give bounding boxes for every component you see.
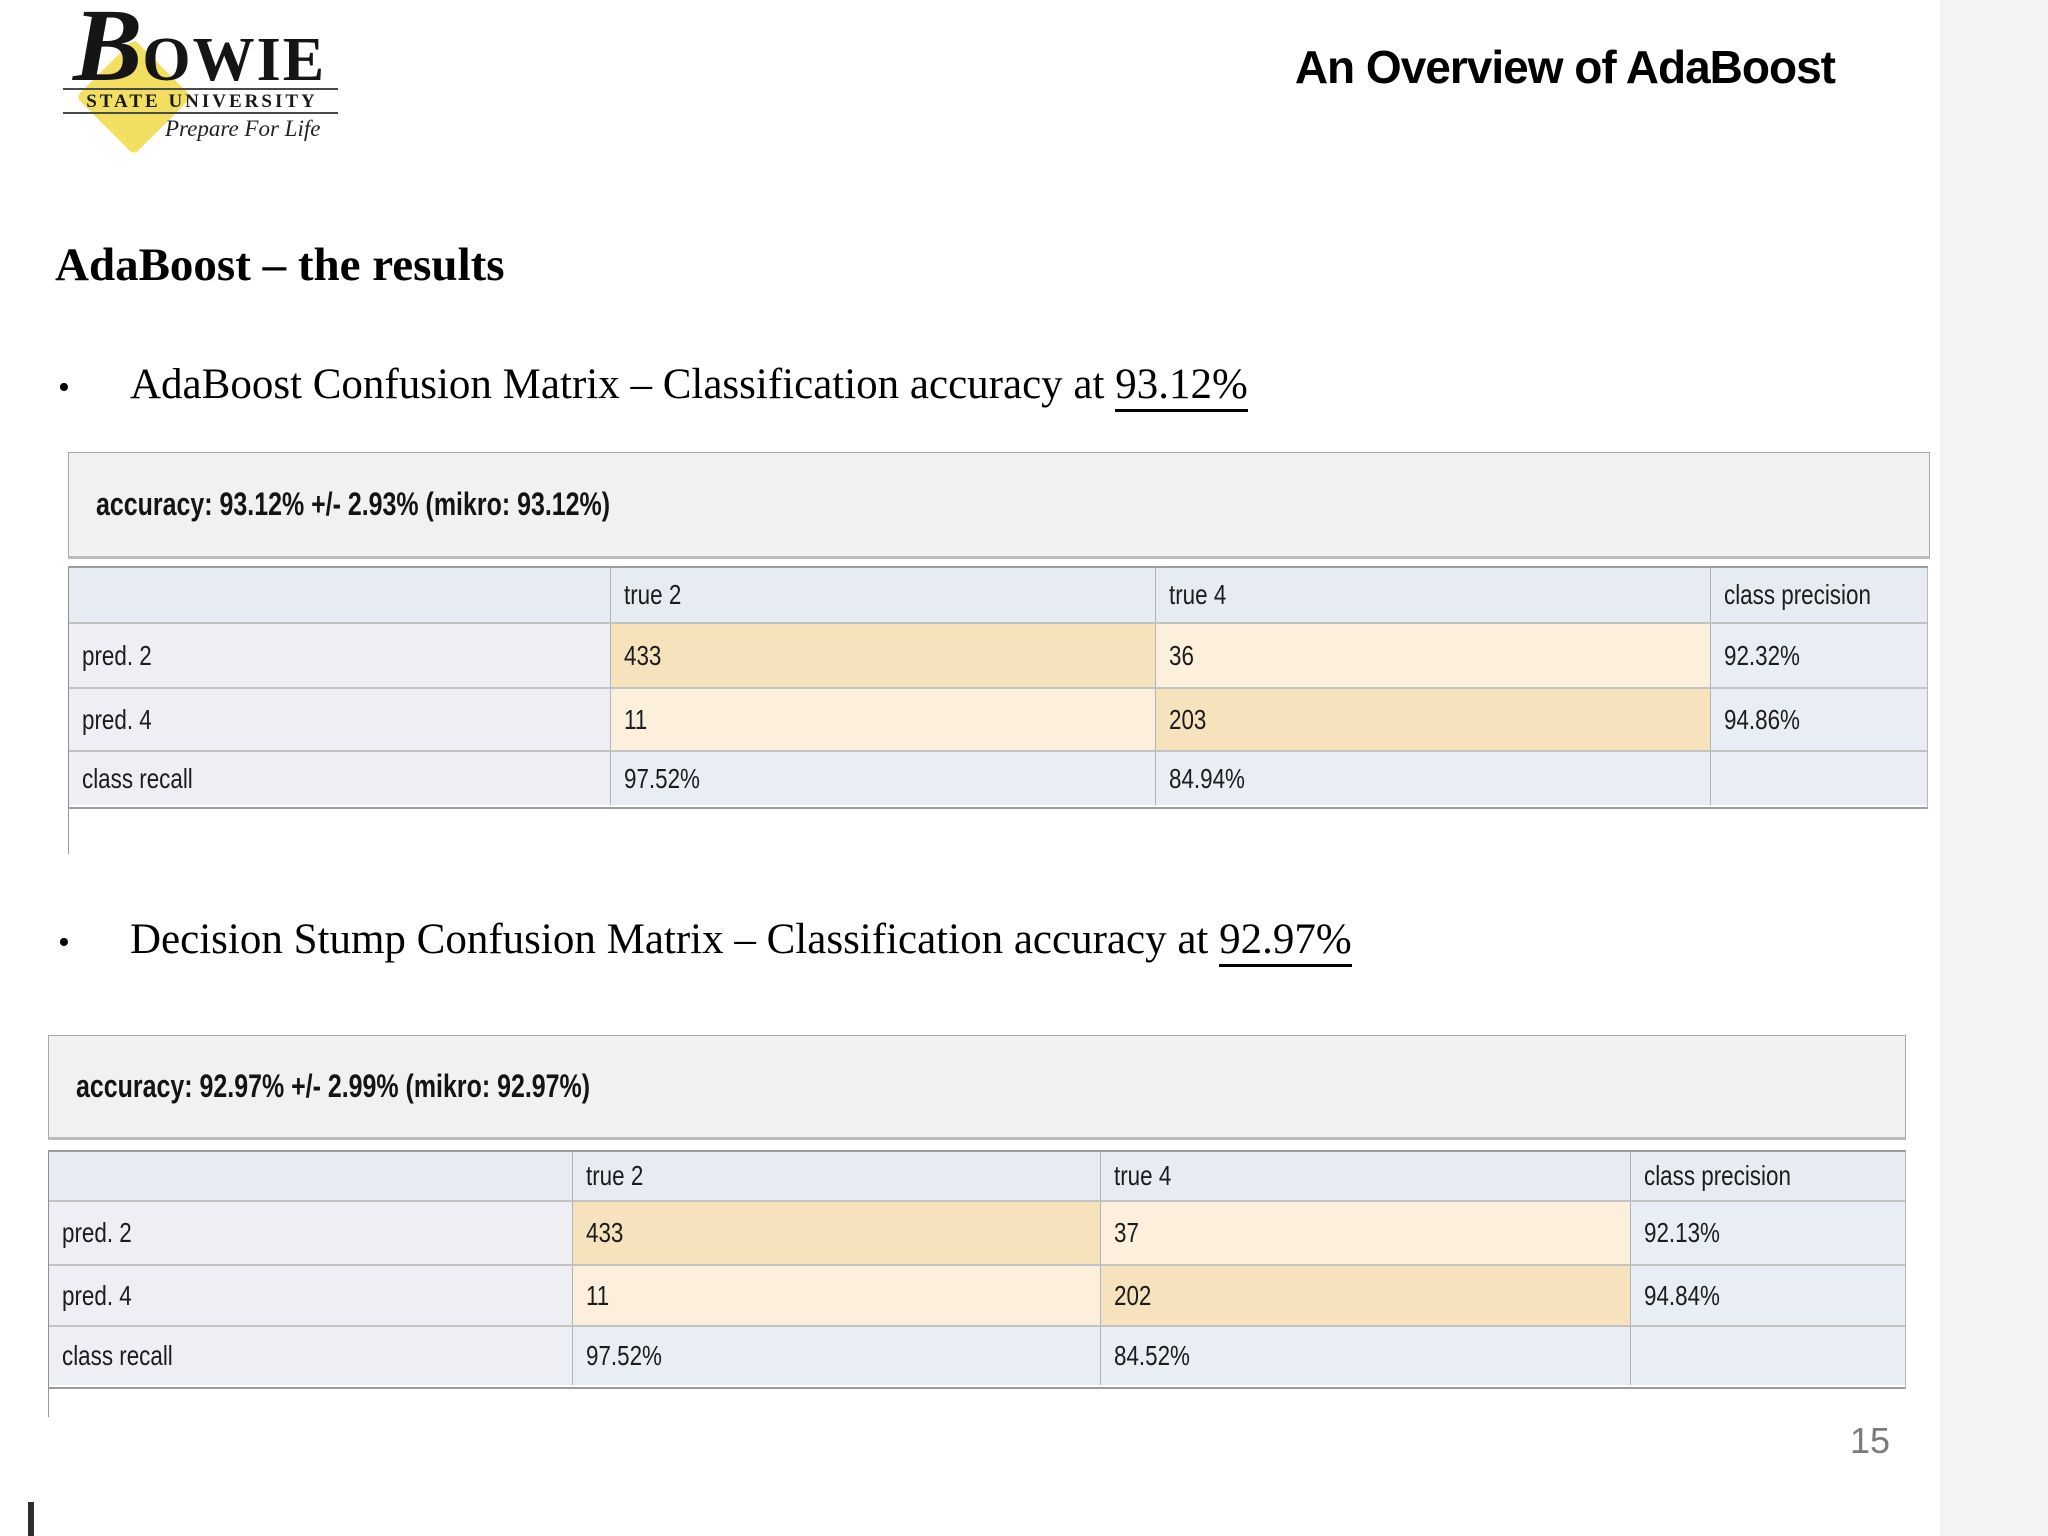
cell-recall-true4: 84.52%	[1101, 1327, 1631, 1385]
accuracy-text: accuracy: 93.12% +/- 2.93% (mikro: 93.12…	[96, 486, 611, 522]
header-cell-true2: true 2	[611, 568, 1156, 622]
row-label: pred. 2	[49, 1202, 573, 1264]
cell-precision-pred2: 92.13%	[1631, 1202, 1905, 1264]
table-row-class-recall: class recall 97.52% 84.94%	[69, 750, 1927, 805]
cell-recall-true2: 97.52%	[573, 1327, 1101, 1385]
deck-title: An Overview of AdaBoost	[1294, 41, 1836, 93]
row-label: pred. 4	[69, 689, 611, 750]
header-cell-blank	[69, 568, 611, 622]
bullet-adaboost-matrix: • AdaBoost Confusion Matrix – Classificat…	[58, 360, 1248, 412]
logo-rule-bottom	[63, 112, 338, 114]
accuracy-text: accuracy: 92.97% +/- 2.99% (mikro: 92.97…	[76, 1068, 591, 1104]
logo-rule-top	[63, 88, 338, 90]
cell-true2-pred4: 11	[611, 689, 1156, 750]
cell-true2-pred4: 11	[573, 1266, 1101, 1325]
header-cell-blank	[49, 1152, 573, 1200]
bullet-text: Decision Stump Confusion Matrix – Classi…	[130, 916, 1220, 963]
cell-true4-pred2: 36	[1156, 624, 1711, 687]
confusion-matrix-decision-stump: true 2 true 4 class precision pred. 2 43…	[48, 1150, 1906, 1389]
bullet-dot: •	[58, 369, 70, 407]
cell-recall-true4: 84.94%	[1156, 752, 1711, 805]
cell-recall-blank	[1711, 752, 1927, 805]
table-row-pred2: pred. 2 433 36 92.32%	[69, 622, 1927, 687]
accuracy-value-underlined: 92.97%	[1219, 916, 1352, 967]
cell-recall-true2: 97.52%	[611, 752, 1156, 805]
bowie-state-logo: BOWIE STATE UNIVERSITY Prepare For Life	[55, 0, 355, 155]
cell-precision-pred2: 92.32%	[1711, 624, 1927, 687]
accuracy-bar-decision-stump: accuracy: 92.97% +/- 2.99% (mikro: 92.97…	[48, 1035, 1906, 1140]
cell-precision-pred4: 94.84%	[1631, 1266, 1905, 1325]
table-row-pred4: pred. 4 11 203 94.86%	[69, 687, 1927, 750]
table-header-row: true 2 true 4 class precision	[49, 1152, 1905, 1200]
table-row-pred2: pred. 2 433 37 92.13%	[49, 1200, 1905, 1264]
cell-recall-blank	[1631, 1327, 1905, 1385]
cell-precision-pred4: 94.86%	[1711, 689, 1927, 750]
header-cell-true2: true 2	[573, 1152, 1101, 1200]
row-label: pred. 2	[69, 624, 611, 687]
cell-true4-pred4: 202	[1101, 1266, 1631, 1325]
logo-word-rest: OWIE	[142, 26, 327, 94]
right-margin-strip	[1940, 0, 2048, 1536]
bullet-text: AdaBoost Confusion Matrix – Classificati…	[130, 361, 1116, 408]
row-label: class recall	[69, 752, 611, 805]
logo-subtitle: STATE UNIVERSITY	[86, 91, 318, 112]
logo-initial: B	[73, 0, 143, 103]
header-cell-class-precision: class precision	[1711, 568, 1927, 622]
confusion-matrix-adaboost: true 2 true 4 class precision pred. 2 43…	[68, 566, 1928, 809]
scrollpane-left-edge	[48, 1389, 49, 1417]
accuracy-value-underlined: 93.12%	[1115, 361, 1248, 412]
page-number: 15	[1850, 1420, 1891, 1461]
cell-true4-pred4: 203	[1156, 689, 1711, 750]
table-row-class-recall: class recall 97.52% 84.52%	[49, 1325, 1905, 1385]
edge-artifact	[28, 1502, 34, 1536]
slide-heading: AdaBoost – the results	[55, 239, 505, 291]
cell-true2-pred2: 433	[573, 1202, 1101, 1264]
table-row-pred4: pred. 4 11 202 94.84%	[49, 1264, 1905, 1325]
scrollpane-left-edge	[68, 809, 69, 854]
accuracy-bar-adaboost: accuracy: 93.12% +/- 2.93% (mikro: 93.12…	[68, 452, 1930, 559]
table-header-row: true 2 true 4 class precision	[69, 568, 1927, 622]
header-cell-true4: true 4	[1156, 568, 1711, 622]
row-label: pred. 4	[49, 1266, 573, 1325]
bullet-dot: •	[58, 924, 70, 962]
header-cell-true4: true 4	[1101, 1152, 1631, 1200]
cell-true4-pred2: 37	[1101, 1202, 1631, 1264]
bullet-decision-stump-matrix: • Decision Stump Confusion Matrix – Class…	[58, 915, 1352, 967]
logo-tagline: Prepare For Life	[165, 116, 321, 141]
row-label: class recall	[49, 1327, 573, 1385]
logo-wordmark: BOWIE	[73, 0, 373, 98]
cell-true2-pred2: 433	[611, 624, 1156, 687]
header-cell-class-precision: class precision	[1631, 1152, 1905, 1200]
